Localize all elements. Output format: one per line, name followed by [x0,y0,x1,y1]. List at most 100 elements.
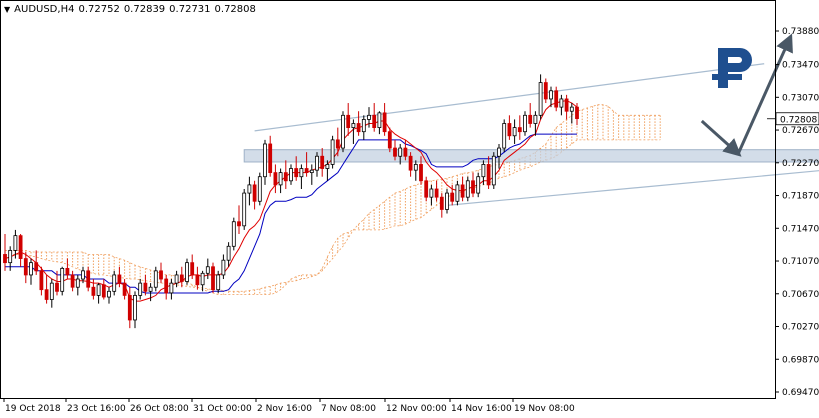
candle [231,217,236,251]
candle [185,258,189,285]
time-axis: 19 Oct 2018 23 Oct 16:00 26 Oct 08:00 31 Oc… [3,398,575,414]
candle [268,135,273,177]
candle-body [200,272,205,286]
candle-body [138,282,143,296]
candle [242,188,247,230]
candle-body [476,176,481,194]
candle-body [361,119,366,133]
candle [44,274,49,304]
candle-body [13,235,18,251]
candle-body [96,284,101,296]
candle [460,176,465,202]
candle-body [75,278,80,288]
candle [226,242,231,267]
candle-body [60,267,65,292]
candle-body [185,262,189,282]
candle [133,291,137,329]
candle-body [289,168,293,182]
candle [174,270,179,288]
dropdown-triangle-icon[interactable]: ▼ [4,5,11,14]
candle [294,156,299,181]
x-tick-label: 12 Nov 00:00 [386,404,447,414]
candle [304,152,309,177]
candle [283,160,288,189]
candle-body [367,114,371,120]
y-tick-label: 0.70270 [782,323,819,333]
candle [195,266,200,290]
candle-body [335,139,340,149]
candle-body [112,274,117,292]
candle-body [237,221,241,227]
candle-body [408,155,413,171]
candle-body [3,254,7,264]
candle-body [439,196,444,210]
candle [569,103,574,124]
candle [23,252,28,284]
support-zone [243,149,819,163]
candle [117,266,122,288]
price-axis: 0.73880 0.73470 0.73070 0.72670 0.72270 0.718… [767,27,819,398]
current-price-label: 0.72808 [780,115,817,125]
candle [393,139,397,161]
candle [112,270,117,296]
candle [445,188,449,214]
current-price-tag [775,112,819,126]
candle [91,279,96,300]
candle [372,103,377,132]
candle [356,111,361,136]
candle [8,246,13,271]
candle [471,172,475,198]
x-tick-label: 31 Oct 00:00 [193,404,252,414]
candle-body [23,258,28,276]
candle-body [107,290,111,298]
candle [398,143,403,165]
candle-body [330,139,335,165]
candle-body [543,82,548,100]
candle [221,254,226,280]
candle [507,115,512,140]
candle-body [497,147,501,157]
candle-body [273,172,278,186]
logo-bar-icon [712,74,742,80]
candle [101,279,106,300]
candle-body [434,188,439,198]
candle [315,152,319,177]
candle-body [320,155,325,169]
candle [169,279,174,300]
y-tick-label: 0.72270 [782,159,819,169]
support-zone-rect [243,149,819,163]
candle [55,270,59,296]
x-tick-label: 19 Oct 2018 [5,404,61,414]
candle [200,270,205,292]
candle-body [122,282,127,296]
candle [247,176,252,206]
candle-body [538,82,543,116]
candle [554,86,559,112]
candle [450,184,455,206]
candle [148,283,153,302]
symbol-label: AUDUSD,H4 [14,4,75,15]
y-tick-label: 0.73070 [782,93,819,103]
candle-body [86,270,91,288]
candle [361,115,366,140]
ichimoku-cloud [4,104,661,296]
candle-body [413,164,418,171]
chart-header: ▼ AUDUSD,H4 0.72752 0.72839 0.72731 0.72… [4,4,256,15]
candle [263,139,267,185]
candle-body [481,164,486,178]
candle [257,172,262,206]
candle-body [549,90,553,100]
forecast-arrows [700,33,793,157]
candle-body [164,278,169,294]
candle [476,172,481,198]
y-tick-label: 0.71070 [782,257,819,267]
candle-body [471,180,475,194]
candle [190,254,195,280]
candle [159,262,163,284]
close-value: 0.72808 [214,4,256,15]
candle [491,152,496,189]
kijun-sen-path [5,133,577,294]
y-tick-label: 0.70670 [782,290,819,300]
candle-body [393,147,397,157]
